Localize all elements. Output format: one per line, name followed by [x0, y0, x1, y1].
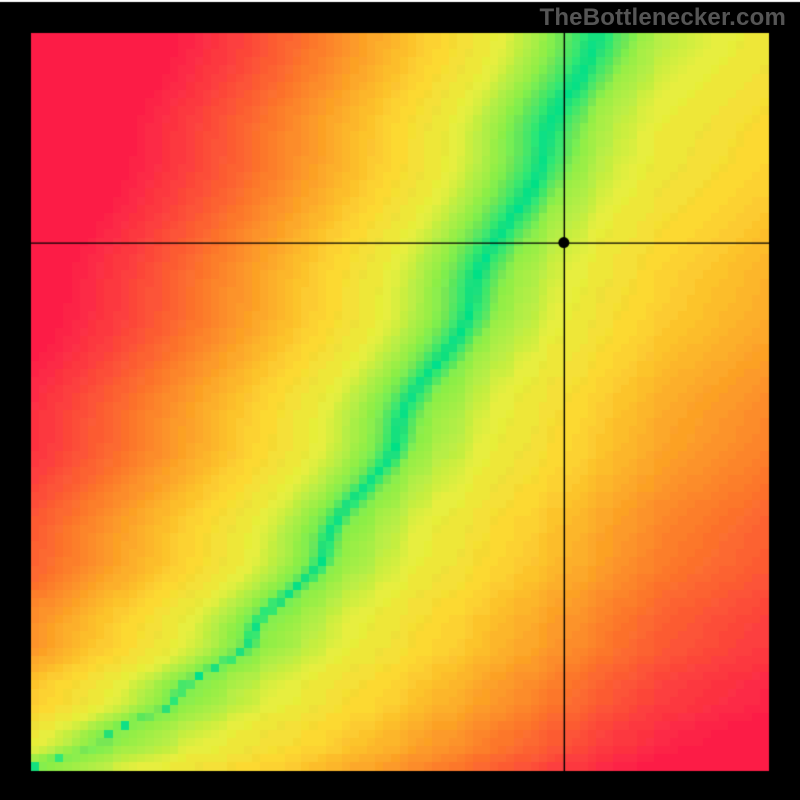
chart-container: TheBottlenecker.com — [0, 0, 800, 800]
watermark-text: TheBottlenecker.com — [539, 4, 786, 32]
bottleneck-heatmap — [0, 0, 800, 800]
